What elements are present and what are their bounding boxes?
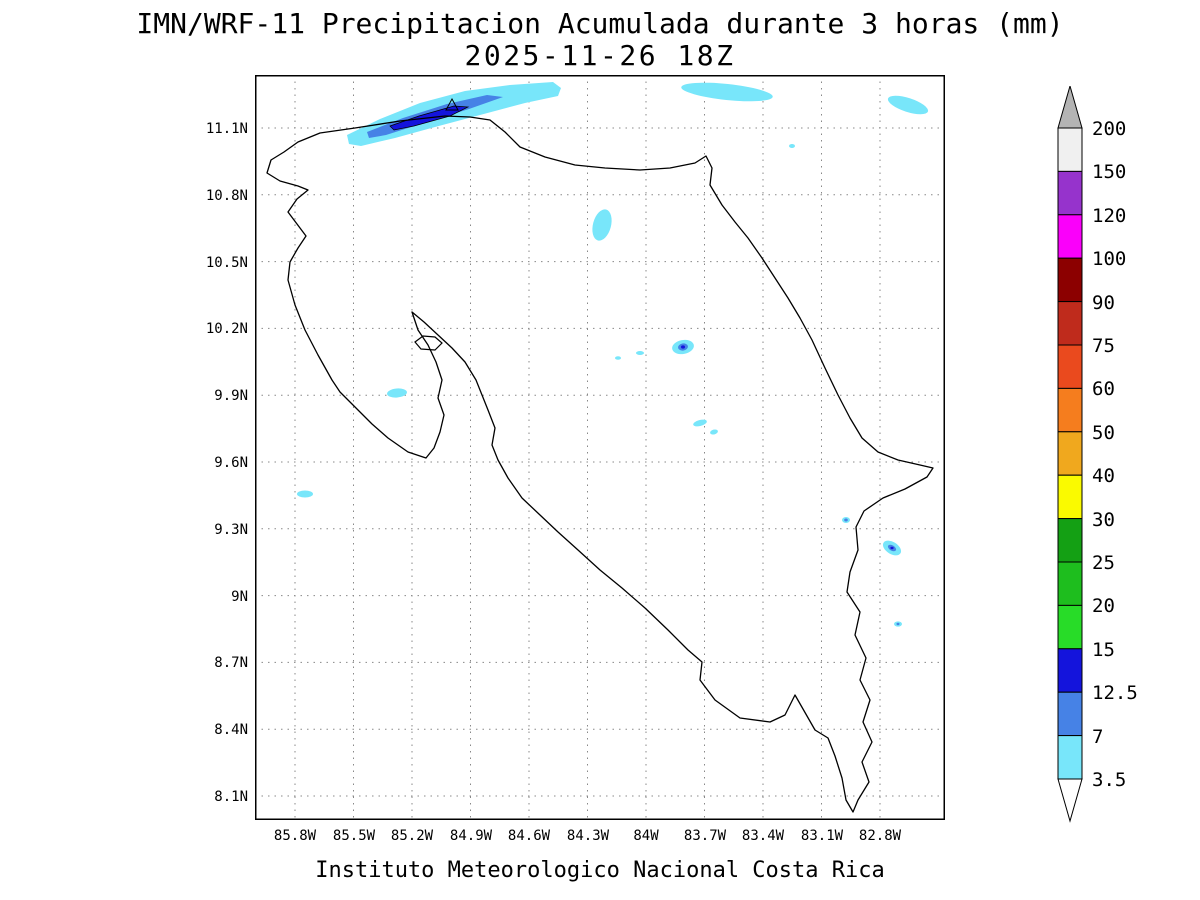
colorbar-segment: [1057, 474, 1083, 520]
costa-rica-coastline: [266, 115, 934, 813]
precip-patch: [636, 351, 644, 355]
lon-tick-label: 85.5W: [332, 828, 376, 844]
lon-tick-label: 82.8W: [858, 828, 902, 844]
colorbar-segment: [1057, 648, 1083, 693]
colorbar: [1057, 86, 1083, 823]
colorbar-segment: [1057, 301, 1083, 346]
colorbar-tick-label: 75: [1092, 335, 1115, 357]
colorbar-tick-label: 60: [1092, 378, 1115, 400]
map-plot: [255, 75, 945, 820]
lat-tick-label: 10.2N: [205, 321, 248, 337]
colorbar-segment: [1057, 735, 1083, 780]
colorbar-tick-label: 25: [1092, 552, 1115, 574]
colorbar-tick-label: 7: [1092, 726, 1104, 748]
lon-tick-label: 83.7W: [683, 828, 727, 844]
colorbar-tick-label: 90: [1092, 292, 1115, 314]
colorbar-tick-label: 50: [1092, 422, 1115, 444]
colorbar-tick-label: 40: [1092, 465, 1115, 487]
colorbar-tick-label: 20: [1092, 595, 1115, 617]
precip-patch: [387, 388, 407, 398]
colorbar-segment: [1057, 387, 1083, 433]
map-frame: [255, 75, 945, 820]
grid-lines: [255, 75, 945, 820]
colorbar-under-triangle: [1057, 778, 1083, 823]
lon-tick-label: 85.2W: [390, 828, 434, 844]
lat-tick-label: 9.3N: [214, 522, 248, 538]
lat-tick-label: 9.6N: [214, 455, 248, 471]
precip-patch: [297, 490, 313, 498]
colorbar-segment: [1057, 257, 1083, 303]
precip-patch: [887, 95, 929, 115]
colorbar-segment: [1057, 691, 1083, 737]
colorbar-tick-label: 3.5: [1092, 769, 1127, 791]
colorbar-over-triangle: [1057, 86, 1083, 129]
colorbar-segment: [1057, 604, 1083, 650]
colorbar-tick-label: 15: [1092, 639, 1115, 661]
contour-triangle-marker: [445, 97, 459, 111]
chira-island: [414, 335, 443, 351]
lat-tick-label: 8.1N: [214, 789, 248, 805]
colorbar-tick-label: 12.5: [1092, 682, 1138, 704]
colorbar-segment: [1057, 214, 1083, 259]
precip-patch: [615, 356, 621, 360]
colorbar-segment: [1057, 127, 1083, 172]
colorbar-segment: [1057, 170, 1083, 216]
precip-patch: [693, 419, 707, 427]
footer-caption: Instituto Meteorologico Nacional Costa R…: [315, 858, 885, 883]
colorbar-segment: [1057, 518, 1083, 563]
lon-tick-label: 84.6W: [507, 828, 551, 844]
lon-tick-label: 84.9W: [449, 828, 493, 844]
page-subtitle-datetime: 2025-11-26 18Z: [464, 39, 736, 72]
precip-patch: [710, 429, 718, 435]
lat-tick-label: 10.8N: [205, 188, 248, 204]
precip-patch: [681, 82, 773, 102]
colorbar-tick-label: 120: [1092, 205, 1127, 227]
colorbar-tick-label: 200: [1092, 118, 1127, 140]
lon-tick-label: 84.3W: [566, 828, 610, 844]
precip-patch: [844, 518, 848, 522]
precip-patch: [789, 144, 795, 148]
lat-tick-label: 10.5N: [205, 255, 248, 271]
precip-patch: [592, 209, 612, 241]
lon-tick-label: 83.4W: [741, 828, 785, 844]
colorbar-tick-label: 30: [1092, 509, 1115, 531]
lon-tick-label: 83.1W: [800, 828, 844, 844]
colorbar-tick-label: 150: [1092, 161, 1127, 183]
lon-tick-label: 85.8W: [273, 828, 317, 844]
colorbar-segment: [1057, 561, 1083, 606]
precip-shading: [297, 82, 929, 627]
lat-tick-label: 9.9N: [214, 388, 248, 404]
colorbar-tick-label: 100: [1092, 248, 1127, 270]
precip-patch: [896, 622, 900, 626]
lat-tick-label: 8.7N: [214, 655, 248, 671]
page-title: IMN/WRF-11 Precipitacion Acumulada duran…: [136, 7, 1064, 40]
colorbar-segment: [1057, 344, 1083, 389]
lat-tick-label: 8.4N: [214, 722, 248, 738]
colorbar-segment: [1057, 431, 1083, 476]
lat-tick-label: 11.1N: [205, 121, 248, 137]
precip-patch: [890, 546, 894, 550]
lon-tick-label: 84W: [633, 828, 659, 844]
lat-tick-label: 9N: [231, 589, 248, 605]
precip-patch: [681, 345, 685, 349]
